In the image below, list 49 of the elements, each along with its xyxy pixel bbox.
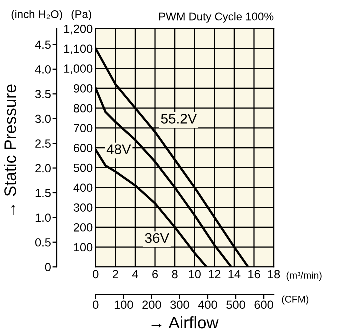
x-tick-label: 0	[93, 270, 99, 279]
y-tick-label: 200	[74, 223, 93, 232]
x2-tick-label: 300	[170, 300, 190, 310]
y2-tick-label: 2.5	[36, 140, 51, 148]
y-tick-label: 900	[74, 84, 93, 93]
x-tick-label: 2	[112, 270, 118, 278]
chart-title: PWM Duty Cycle 100%	[159, 12, 274, 23]
x-axis-title: (m³/min)	[286, 272, 322, 281]
y2-tick-label: 1.0	[36, 214, 51, 222]
x2-tick-label: 500	[226, 300, 246, 310]
y-tick-label: 600	[74, 144, 93, 152]
y2-tick-label: 4.5	[35, 40, 51, 50]
y-tick-label: 1,100	[64, 44, 93, 55]
y2-tick-label: 4.0	[35, 65, 51, 74]
x-tick-label: 14	[228, 270, 241, 278]
x-tick-label: 12	[208, 270, 221, 278]
text: → Airflow	[152, 316, 219, 329]
text: → Static Pressure	[4, 84, 16, 215]
y-tick-label: 100	[74, 243, 93, 252]
y-tick-label: 700	[74, 124, 93, 133]
series-label: 36V	[145, 233, 170, 244]
x-tick-label: 18	[268, 270, 280, 279]
y2-tick-label: 0.5	[35, 238, 51, 247]
x-tick-label: 6	[152, 270, 158, 279]
y-tick-label: 400	[74, 184, 93, 192]
series-label: 48V	[106, 144, 132, 154]
y-tick-label: 500	[74, 164, 93, 172]
x2-tick-label: 600	[254, 300, 274, 310]
y-tick-label: 800	[74, 104, 93, 113]
series-label: 55.2V	[161, 114, 198, 124]
y-tick-label: 300	[74, 204, 93, 212]
x2-tick-label: 100	[114, 300, 134, 310]
y2-tick-label: 3.5	[35, 90, 51, 99]
y2-tick-label: 3.0	[35, 114, 51, 124]
x-tick-label: 10	[189, 270, 201, 279]
y2-axis-title: (inch H₂O)	[12, 10, 62, 21]
x-tick-label: 4	[132, 270, 138, 278]
x-tick-label: 8	[172, 270, 178, 279]
x-tick-label: 16	[248, 270, 260, 279]
y-tick-label: 1,000	[64, 64, 93, 74]
y2-tick-label: 1.5	[36, 189, 51, 198]
x2-tick-label: 0	[93, 300, 99, 310]
x2-tick-label: 400	[198, 300, 218, 310]
x2-axis-title: (CFM)	[282, 296, 309, 305]
y2-tick-label: 0	[45, 263, 51, 272]
x2-tick-label: 200	[142, 300, 162, 310]
y2-tick-label: 2.0	[36, 164, 51, 173]
y-axis-title: (Pa)	[72, 10, 92, 21]
y-tick-label: 1,200	[64, 24, 93, 35]
